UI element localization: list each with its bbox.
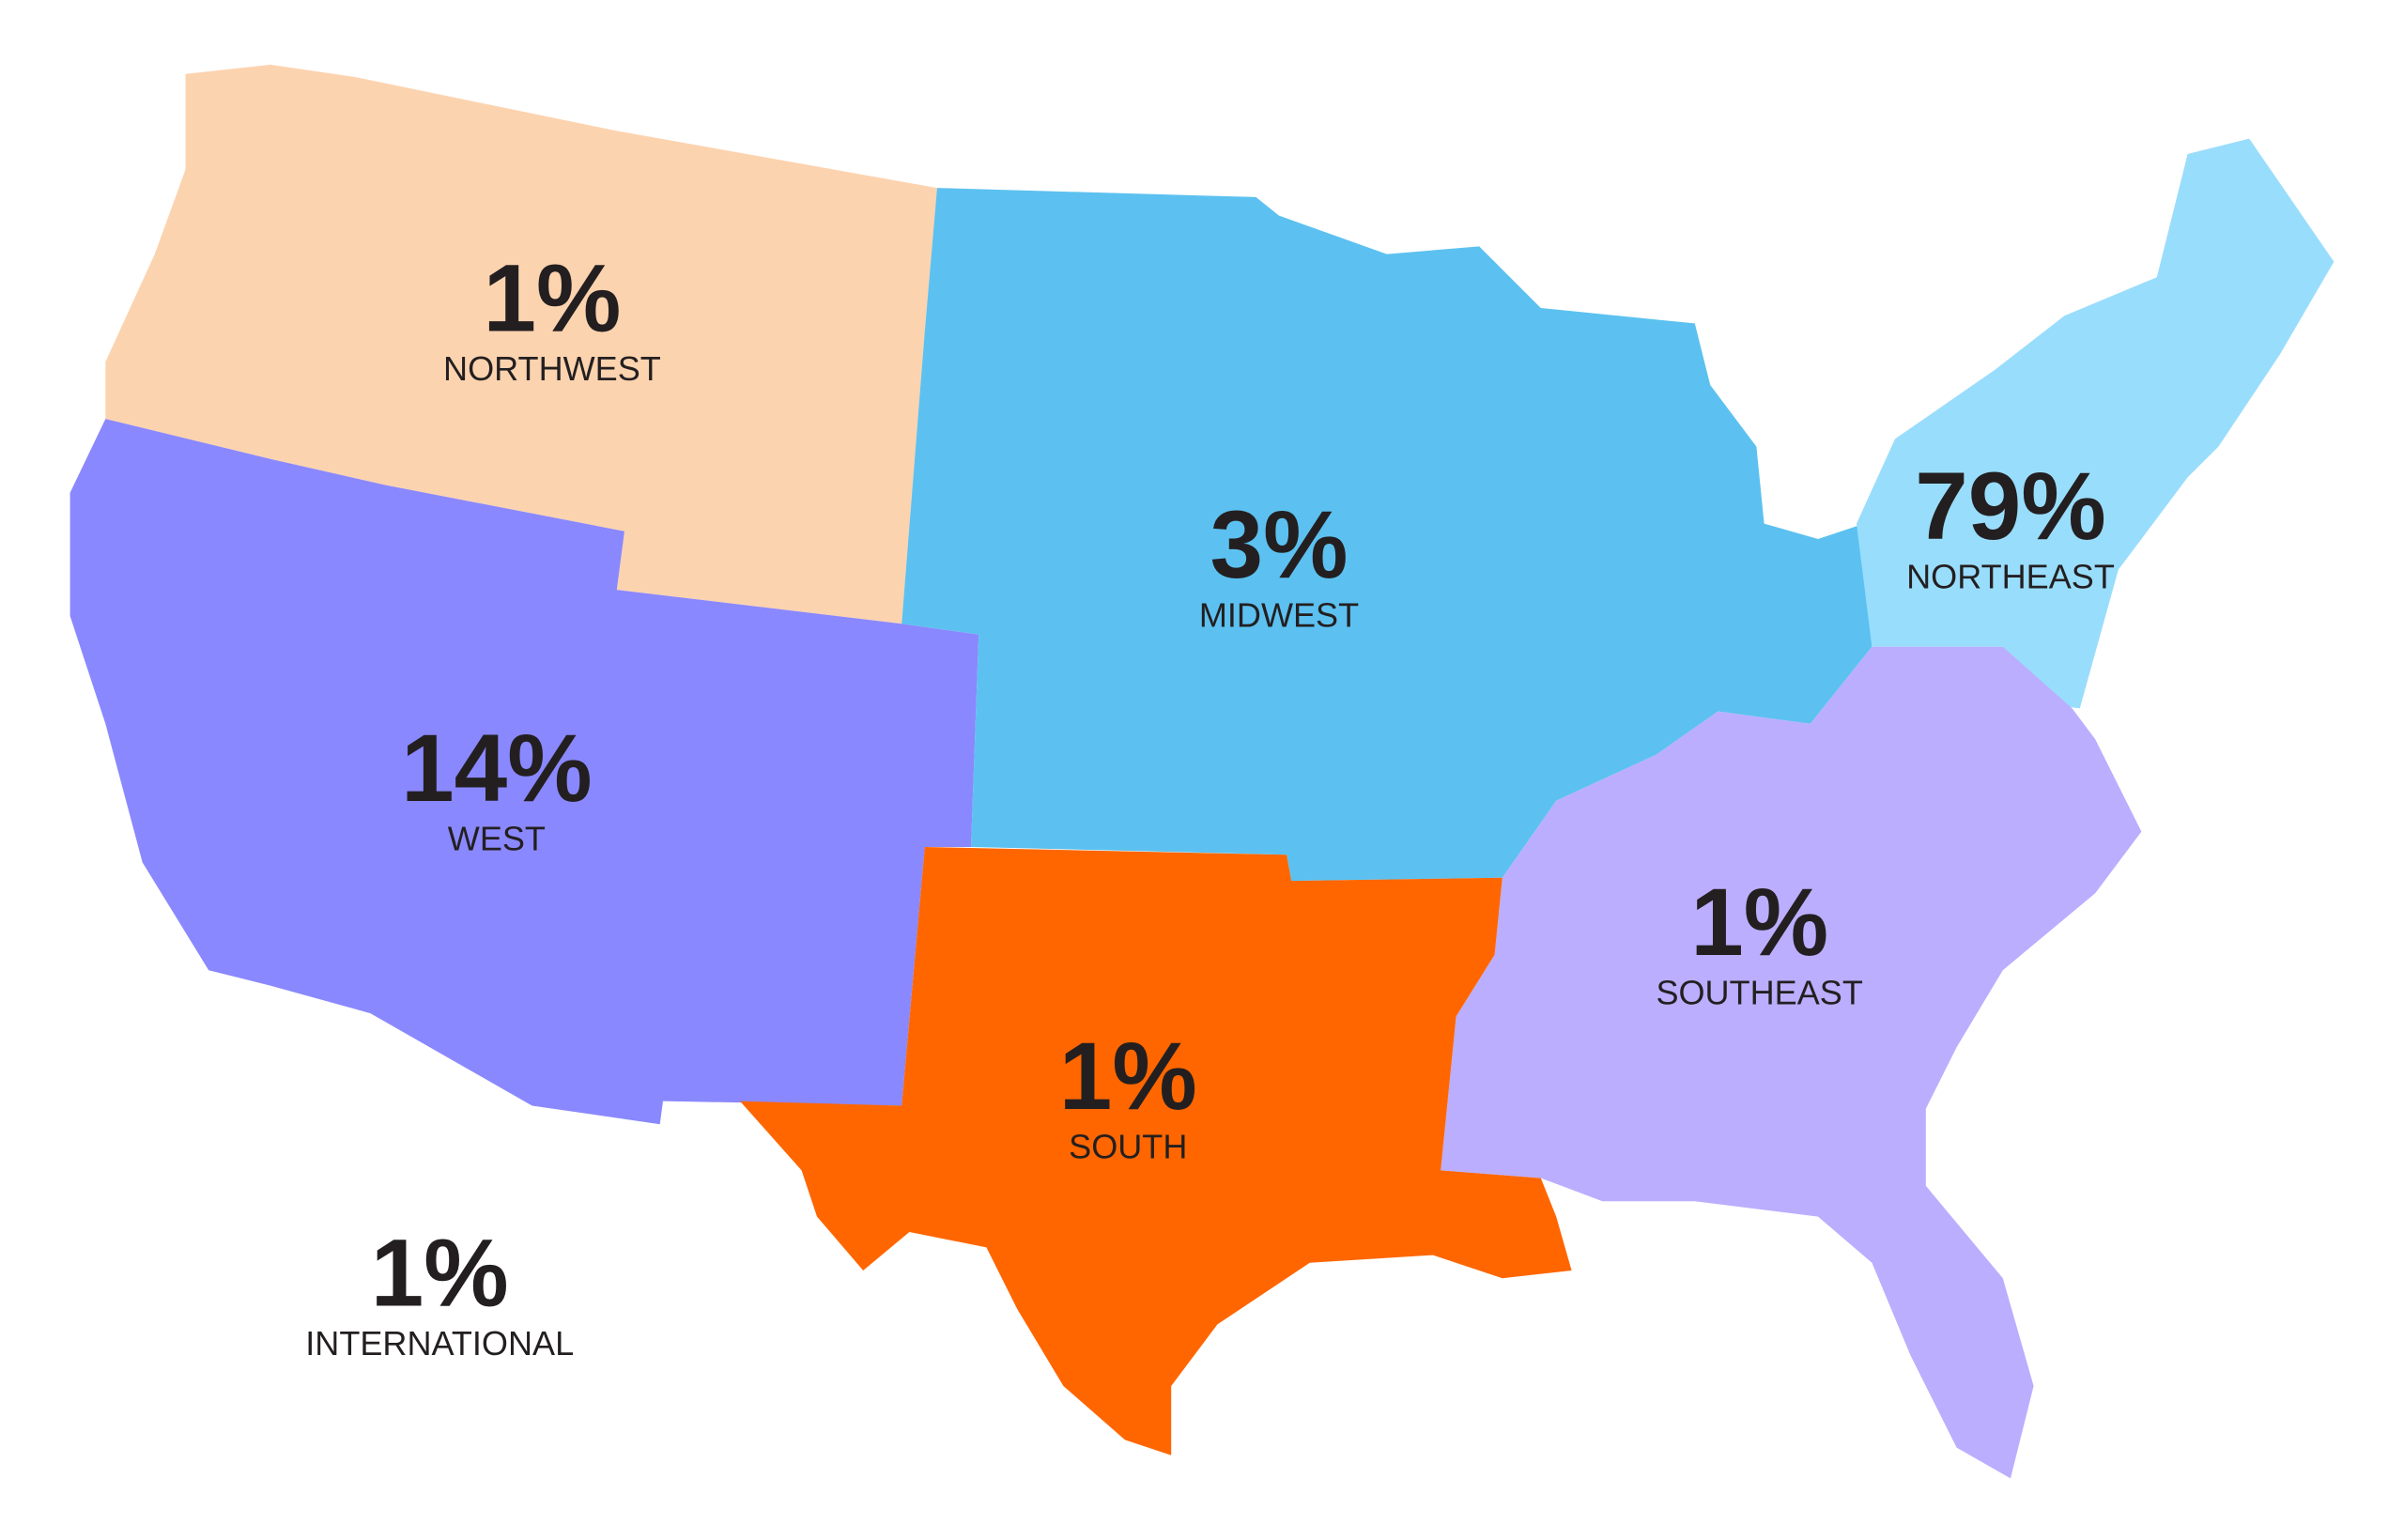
region-label: MIDWEST bbox=[1199, 595, 1359, 634]
value-label: 14% bbox=[401, 715, 592, 822]
value-label: 1% bbox=[1059, 1023, 1197, 1130]
region-shape bbox=[902, 188, 1872, 882]
region-shape bbox=[69, 419, 979, 1125]
labels: 1%NORTHWEST3%MIDWEST79%NORTHEAST14%WEST1… bbox=[305, 245, 2115, 1363]
value-label: 1% bbox=[483, 245, 621, 352]
region-shape bbox=[1441, 646, 2142, 1479]
region-shape bbox=[740, 847, 1572, 1455]
region-shape bbox=[105, 64, 937, 624]
value-label: 79% bbox=[1915, 453, 2105, 560]
region-label: NORTHWEST bbox=[443, 349, 661, 388]
region-shape bbox=[1857, 138, 2335, 709]
value-label: 1% bbox=[371, 1220, 509, 1327]
region-label: SOUTHEAST bbox=[1656, 973, 1862, 1011]
region-label: WEST bbox=[448, 819, 546, 857]
region-label: NORTHEAST bbox=[1906, 557, 2115, 595]
value-label: 1% bbox=[1690, 869, 1828, 976]
region-label: SOUTH bbox=[1069, 1127, 1187, 1165]
value-label: 3% bbox=[1210, 491, 1348, 598]
region-label: INTERNATIONAL bbox=[305, 1324, 574, 1363]
